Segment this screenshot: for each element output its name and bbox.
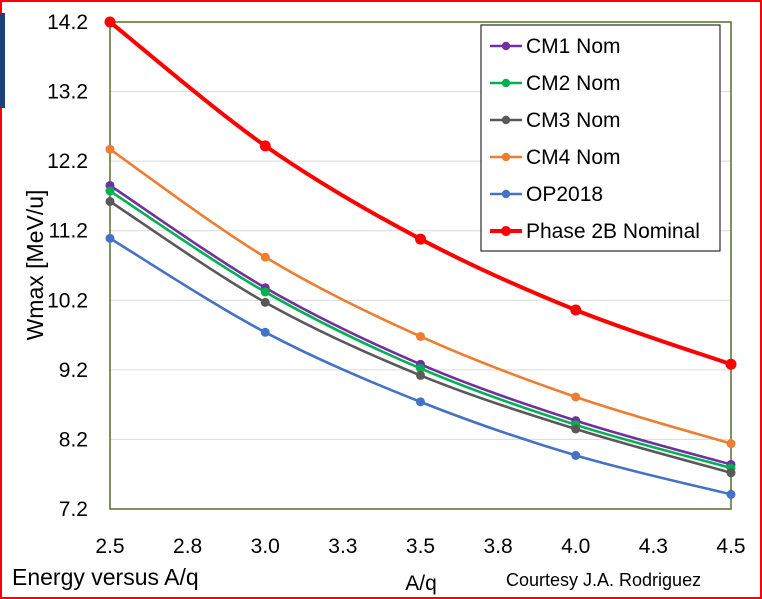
series-cm4-nom — [105, 144, 736, 449]
data-point-cm4-nom — [726, 439, 736, 449]
data-point-op2018 — [105, 233, 115, 243]
data-point-op2018 — [726, 489, 736, 499]
legend-item-op2018: OP2018 — [490, 183, 603, 206]
x-tick-label: 3.0 — [251, 535, 280, 558]
x-tick-label: 3.8 — [484, 535, 513, 558]
legend-item-cm1-nom: CM1 Nom — [490, 35, 621, 58]
legend-label: OP2018 — [526, 183, 603, 206]
caption-energy-versus: Energy versus A/q — [12, 564, 199, 590]
y-tick-label: 9.2 — [59, 359, 88, 382]
data-point-cm4-nom — [416, 331, 425, 341]
data-point-cm4-nom — [105, 144, 115, 154]
data-point-op2018 — [416, 397, 425, 407]
x-tick-label: 2.8 — [173, 535, 202, 558]
legend-swatch-marker — [501, 41, 511, 51]
legend-label: CM4 Nom — [526, 146, 621, 169]
x-tick-label: 2.5 — [95, 535, 124, 558]
y-axis-title: Wmax [MeV/u] — [22, 190, 48, 341]
legend-swatch-marker — [501, 226, 511, 236]
y-tick-label: 10.2 — [47, 289, 88, 312]
x-axis-ticks: 2.5 2.8 3.0 3.3 3.5 3.8 4.0 4.3 4.5 — [95, 535, 745, 558]
legend-items: CM1 Nom CM2 Nom CM3 Nom CM4 Nom OP2018 Phase … — [490, 35, 700, 243]
data-point-cm3-nom — [105, 196, 115, 206]
data-point-phase-2b-nominal — [415, 233, 426, 245]
data-point-cm3-nom — [726, 468, 736, 478]
legend-swatch-marker — [501, 152, 511, 162]
data-point-cm3-nom — [416, 370, 425, 380]
data-point-cm2-nom — [260, 287, 270, 297]
legend-swatch-marker — [501, 78, 511, 88]
series-layer — [104, 16, 737, 499]
data-point-phase-2b-nominal — [570, 304, 582, 316]
legend: CM1 Nom CM2 Nom CM3 Nom CM4 Nom OP2018 Phase … — [480, 24, 721, 252]
x-axis-title: A/q — [405, 572, 437, 595]
y-tick-label: 11.2 — [49, 220, 88, 243]
data-point-phase-2b-nominal — [104, 16, 116, 28]
slide-accent-bar — [0, 13, 5, 108]
legend-swatch-marker — [501, 115, 511, 125]
x-tick-label: 3.3 — [328, 535, 357, 558]
legend-swatch-marker — [501, 189, 511, 199]
data-point-cm3-nom — [260, 297, 270, 307]
legend-label: CM3 Nom — [526, 109, 621, 132]
series-phase-2b-nominal — [104, 16, 737, 370]
plot-area — [109, 21, 732, 510]
data-point-cm4-nom — [260, 252, 270, 262]
y-axis-ticks: 7.2 8.2 9.2 10.2 11.2 12.2 13.2 14.2 — [47, 11, 88, 521]
x-tick-label: 3.5 — [406, 535, 435, 558]
data-point-phase-2b-nominal — [259, 140, 271, 152]
x-tick-label: 4.0 — [561, 535, 590, 558]
data-point-op2018 — [571, 450, 581, 460]
series-op2018 — [105, 233, 736, 499]
data-point-cm2-nom — [105, 186, 115, 196]
caption-courtesy: Courtesy J.A. Rodriguez — [506, 570, 702, 590]
legend-box — [480, 24, 721, 252]
legend-label: CM1 Nom — [526, 35, 621, 58]
data-point-op2018 — [260, 327, 270, 337]
y-tick-label: 12.2 — [47, 150, 88, 173]
data-point-cm4-nom — [571, 392, 581, 402]
x-tick-label: 4.3 — [639, 535, 668, 558]
data-point-phase-2b-nominal — [725, 358, 737, 370]
data-point-cm3-nom — [571, 424, 581, 434]
legend-item-phase-2b-nominal: Phase 2B Nominal — [490, 220, 700, 243]
x-tick-label: 4.5 — [716, 535, 745, 558]
legend-label: CM2 Nom — [526, 72, 621, 95]
data-point-cm2-nom — [416, 363, 425, 373]
legend-item-cm3-nom: CM3 Nom — [490, 109, 621, 132]
series-cm3-nom — [105, 196, 736, 478]
y-tick-label: 8.2 — [59, 428, 88, 451]
y-tick-label: 14.2 — [47, 11, 88, 34]
y-tick-label: 13.2 — [47, 81, 88, 104]
y-tick-label: 7.2 — [59, 498, 88, 521]
legend-item-cm4-nom: CM4 Nom — [490, 146, 621, 169]
legend-label: Phase 2B Nominal — [526, 220, 700, 243]
legend-item-cm2-nom: CM2 Nom — [490, 72, 621, 95]
